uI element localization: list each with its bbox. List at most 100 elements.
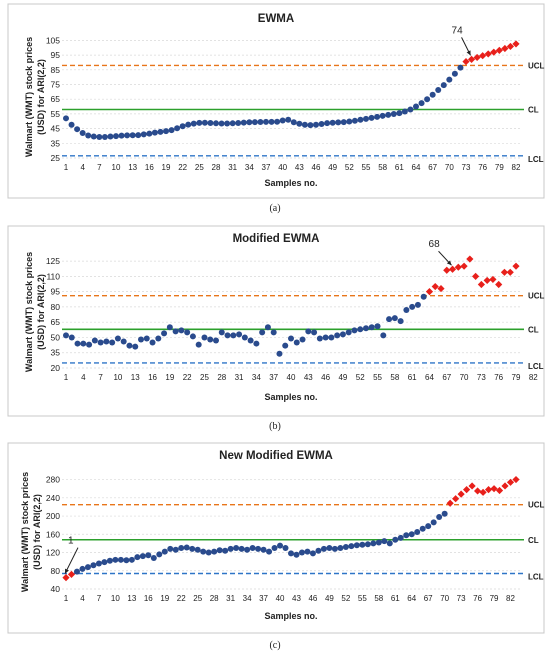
- y-tick-label: 45: [51, 124, 61, 134]
- data-point: [380, 332, 387, 339]
- x-tick-label: 82: [512, 163, 521, 172]
- x-tick-label: 52: [345, 163, 354, 172]
- data-point: [128, 556, 135, 563]
- y-tick-label: 65: [51, 317, 61, 327]
- data-point: [224, 120, 231, 127]
- x-tick-label: 1: [64, 594, 69, 603]
- data-point: [236, 331, 243, 338]
- y-tick-label: 160: [46, 529, 60, 539]
- data-point: [339, 331, 346, 338]
- data-point: [322, 334, 329, 341]
- data-point: [151, 129, 158, 136]
- data-point: [276, 350, 283, 357]
- x-tick-label: 25: [193, 594, 202, 603]
- annotation-label: 68: [429, 239, 441, 250]
- data-point: [129, 132, 136, 139]
- out-of-control-point: [446, 499, 454, 507]
- data-point: [68, 334, 75, 341]
- data-point: [309, 550, 316, 557]
- x-tick-label: 40: [276, 594, 285, 603]
- data-point: [414, 529, 421, 535]
- data-point: [375, 539, 382, 546]
- chart-title: EWMA: [258, 13, 294, 25]
- y-tick-label: 120: [46, 548, 60, 558]
- x-tick-label: 76: [473, 594, 482, 603]
- data-point: [146, 130, 153, 137]
- data-point: [155, 335, 162, 342]
- data-point: [363, 325, 369, 332]
- y-axis-label: Walmart (WMT) stock prices (USD) for ARI(…: [20, 472, 42, 592]
- x-tick-label: 64: [425, 373, 434, 382]
- cl-label: CL: [528, 325, 539, 334]
- data-point: [86, 341, 93, 348]
- data-point: [386, 316, 393, 323]
- data-point: [240, 119, 247, 126]
- data-point: [113, 133, 119, 140]
- out-of-control-point: [462, 57, 470, 66]
- out-of-control-point: [473, 53, 481, 62]
- data-point: [251, 119, 258, 126]
- data-point: [179, 123, 186, 130]
- out-of-control-point: [501, 44, 509, 53]
- data-point: [189, 333, 196, 340]
- data-point: [201, 334, 208, 341]
- x-tick-label: 58: [378, 163, 387, 172]
- data-point: [103, 338, 110, 345]
- data-point: [257, 118, 264, 125]
- data-point: [233, 544, 240, 551]
- data-point: [79, 565, 86, 572]
- x-tick-label: 40: [287, 373, 296, 382]
- data-point: [316, 335, 323, 342]
- data-point: [135, 132, 142, 139]
- data-point: [379, 112, 386, 119]
- data-point: [156, 551, 163, 558]
- lcl-label: LCL: [528, 155, 544, 164]
- data-point: [190, 120, 197, 127]
- y-tick-label: 65: [51, 94, 61, 104]
- data-point: [216, 547, 223, 554]
- x-tick-label: 28: [212, 163, 221, 172]
- x-tick-label: 55: [373, 373, 382, 382]
- out-of-control-point: [468, 482, 476, 490]
- x-tick-label: 16: [144, 594, 153, 603]
- data-point: [235, 120, 242, 127]
- data-point: [149, 339, 156, 346]
- x-tick-label: 34: [252, 373, 261, 382]
- data-point: [263, 118, 269, 125]
- data-point: [313, 121, 319, 128]
- data-point: [183, 544, 190, 551]
- data-point: [101, 559, 108, 566]
- data-point: [407, 106, 414, 113]
- chart-ewma: EWMA 25 35 45 55 65 75 85 95 105 1 4 7 10 13 16 19 22 25 28…: [7, 3, 545, 199]
- data-point: [288, 335, 294, 342]
- y-tick-label: 80: [51, 302, 61, 312]
- data-point: [320, 545, 327, 552]
- data-point: [90, 133, 97, 140]
- x-tick-label: 52: [356, 373, 365, 382]
- data-point: [408, 531, 415, 538]
- x-tick-label: 61: [395, 163, 404, 172]
- data-point: [213, 337, 219, 344]
- data-point: [357, 326, 364, 333]
- data-point: [218, 120, 225, 127]
- data-point: [396, 110, 403, 117]
- x-tick-label: 13: [131, 373, 140, 382]
- data-point: [403, 532, 410, 539]
- y-axis-label: Walmart (WMT) stock prices (USD) for ARI(…: [24, 252, 46, 372]
- chart-title: New Modified EWMA: [219, 450, 333, 462]
- data-point: [224, 332, 231, 339]
- out-of-control-point: [512, 262, 520, 270]
- data-point: [230, 332, 237, 339]
- annotation-arrowhead: [466, 50, 471, 56]
- data-point: [185, 121, 192, 128]
- x-tick-label: 25: [200, 373, 209, 382]
- x-tick-label: 19: [162, 163, 171, 172]
- data-point: [457, 64, 464, 71]
- x-tick-label: 64: [412, 163, 421, 172]
- data-point: [178, 544, 185, 551]
- x-tick-label: 16: [145, 163, 154, 172]
- out-of-control-point: [479, 488, 487, 496]
- data-point: [440, 82, 447, 89]
- data-point: [211, 548, 218, 555]
- cl-label: CL: [528, 536, 539, 545]
